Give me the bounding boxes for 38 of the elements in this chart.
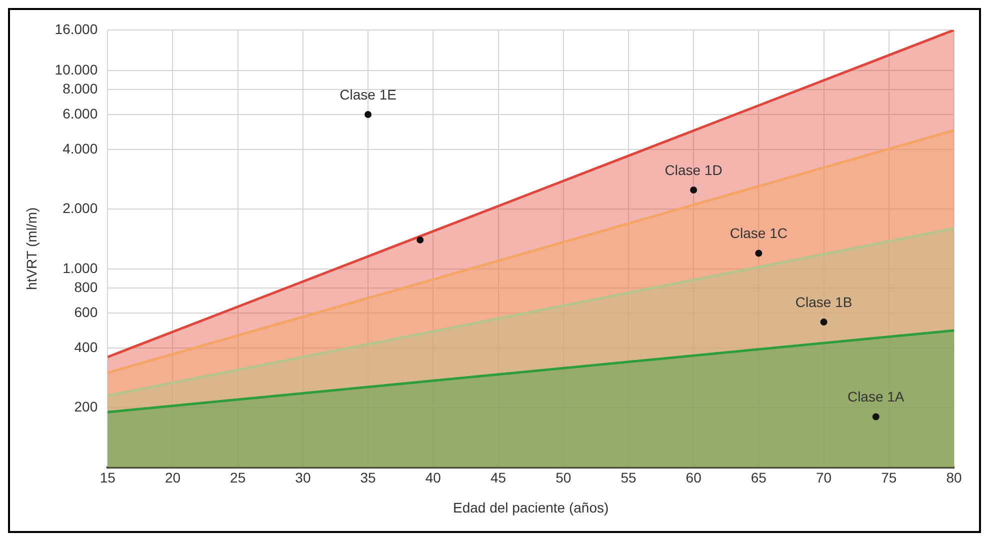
point: [416, 236, 424, 244]
y-tick-label: 8.000: [62, 80, 98, 97]
point: [364, 111, 372, 118]
y-tick-label: 1.000: [62, 260, 98, 276]
x-axis-title: Edad del paciente (años): [452, 499, 609, 516]
y-tick-label: 2.000: [62, 200, 98, 216]
x-tick-label: 35: [360, 470, 376, 486]
x-tick-label: 15: [100, 470, 116, 486]
y-tick-label: 4.000: [62, 140, 98, 156]
x-tick-label: 55: [620, 470, 636, 486]
y-tick-label: 800: [74, 279, 98, 296]
y-tick-label: 400: [74, 338, 98, 355]
point: [872, 413, 880, 420]
x-tick-label: 45: [490, 470, 506, 486]
annotation: Clase 1C: [730, 225, 788, 242]
x-tick-label: 25: [230, 470, 246, 486]
x-tick-label: 80: [946, 470, 962, 486]
annotation: Clase 1B: [795, 294, 852, 310]
x-tick-label: 20: [164, 470, 181, 486]
y-tick-label: 6.000: [62, 105, 98, 122]
y-axis-title: htVRT (ml/m): [23, 207, 40, 290]
x-tick-label: 65: [750, 470, 767, 486]
point: [820, 318, 828, 326]
y-tick-label: 10.000: [54, 61, 98, 78]
x-tick-label: 30: [295, 470, 311, 486]
x-tick-label: 60: [686, 470, 702, 486]
y-tick-label: 16.000: [54, 20, 98, 37]
annotation: Clase 1E: [340, 86, 396, 102]
x-tick-label: 40: [425, 470, 442, 486]
x-tick-label: 50: [556, 470, 572, 486]
x-tick-label: 75: [881, 470, 897, 486]
annotation: Clase 1A: [847, 388, 905, 405]
y-tick-label: 200: [74, 398, 98, 415]
point: [690, 186, 698, 194]
annotation: Clase 1D: [664, 162, 722, 178]
point: [755, 250, 762, 257]
x-tick-label: 70: [816, 470, 832, 486]
y-tick-label: 600: [74, 304, 98, 320]
